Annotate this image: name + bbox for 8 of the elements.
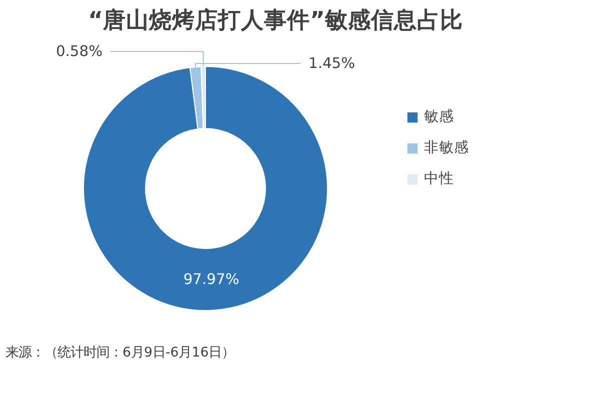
legend-label: 中性: [424, 169, 454, 188]
data-label: 0.58%: [56, 43, 103, 60]
source-note: 来源：（统计时间：6月9日-6月16日）: [6, 346, 235, 360]
legend-label: 非敏感: [424, 138, 469, 157]
legend-label: 敏感: [424, 107, 454, 126]
data-label: 1.45%: [308, 55, 356, 72]
data-label: 97.97%: [183, 270, 240, 288]
chart-title: “唐山烧烤店打人事件”敏感信息占比: [88, 6, 463, 34]
